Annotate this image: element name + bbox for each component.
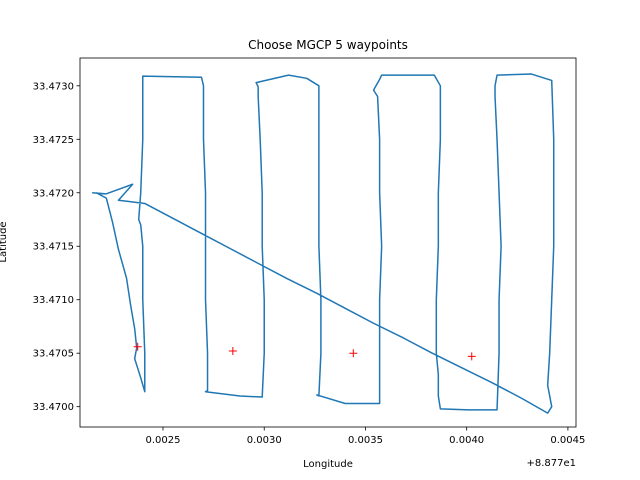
series-layer — [92, 73, 555, 414]
y-tick-label: 33.4720 — [33, 188, 74, 199]
waypoint-marker — [349, 349, 358, 358]
waypoint-marker — [228, 347, 237, 356]
plot-frame — [79, 57, 577, 428]
y-axis-label: Latitude — [0, 221, 9, 262]
x-tick-label: 0.0035 — [348, 435, 383, 446]
waypoint-marker — [133, 342, 142, 351]
x-tick-label: 0.0040 — [449, 435, 484, 446]
waypoint-marker — [467, 352, 476, 361]
x-axis-label: Longitude — [303, 459, 353, 470]
y-tick-label: 33.4725 — [33, 135, 74, 146]
plot-data-layer — [92, 73, 555, 414]
x-offset-label: +8.877e1 — [526, 458, 576, 469]
flight-path-line — [92, 73, 555, 414]
x-tick-label: 0.0045 — [550, 435, 585, 446]
x-axis-ticks: 0.0025 0.0030 0.0035 0.0040 0.0045 — [146, 427, 585, 446]
y-tick-label: 33.4710 — [33, 295, 74, 306]
y-tick-label: 33.4705 — [33, 349, 74, 360]
x-tick-label: 0.0030 — [247, 435, 282, 446]
chart-title: Choose MGCP 5 waypoints — [248, 38, 408, 52]
y-axis-ticks: 33.4700 33.4705 33.4710 33.4715 33.4720 33.47… — [33, 81, 80, 413]
y-tick-label: 33.4715 — [33, 242, 74, 253]
y-tick-label: 33.4730 — [33, 81, 74, 92]
x-tick-label: 0.0025 — [146, 435, 181, 446]
y-tick-label: 33.4700 — [33, 402, 74, 413]
